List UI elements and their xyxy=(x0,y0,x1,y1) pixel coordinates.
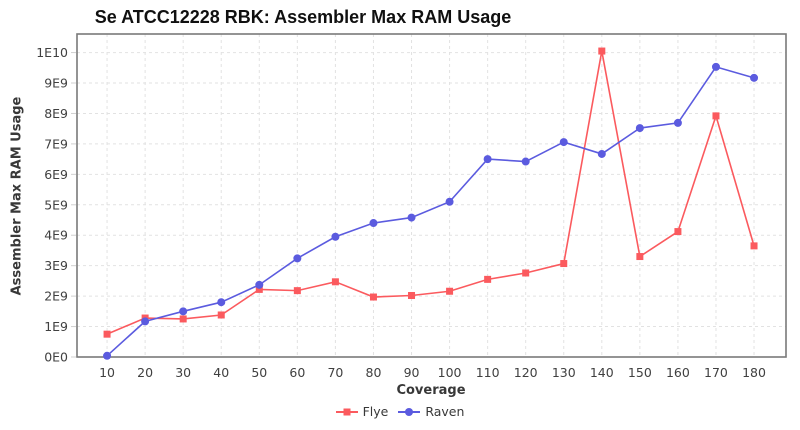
raven-marker xyxy=(711,62,720,71)
flye-marker xyxy=(293,287,301,295)
flye-line xyxy=(106,50,755,335)
x-tick-label: 140 xyxy=(590,365,614,380)
raven-marker xyxy=(179,307,188,316)
x-tick-label: 150 xyxy=(628,365,652,380)
x-tick-label: 130 xyxy=(552,365,576,380)
raven-marker xyxy=(673,118,682,127)
x-tick-label: 90 xyxy=(404,365,420,380)
legend-label-raven: Raven xyxy=(425,404,465,419)
raven-line xyxy=(106,65,755,357)
panel-border xyxy=(76,33,787,358)
flye-marker xyxy=(636,253,644,261)
flye-marker xyxy=(522,269,530,277)
x-tick-label: 180 xyxy=(742,365,766,380)
x-tick-label: 50 xyxy=(251,365,267,380)
x-tick-label: 10 xyxy=(99,365,115,380)
legend: Flye Raven xyxy=(0,404,800,419)
raven-marker xyxy=(369,219,378,228)
flye-marker xyxy=(560,260,568,268)
y-tick-label: 9E9 xyxy=(44,76,68,91)
raven-marker xyxy=(217,298,226,307)
x-tick-label: 80 xyxy=(366,365,382,380)
y-tick-label: 3E9 xyxy=(44,258,68,273)
flye-marker xyxy=(674,228,682,236)
flye-marker xyxy=(484,275,492,283)
flye-marker xyxy=(103,330,111,338)
flye-marker xyxy=(255,285,263,293)
flye-marker xyxy=(750,242,758,250)
flye-marker xyxy=(217,311,225,319)
y-tick-label: 8E9 xyxy=(44,106,68,121)
raven-marker xyxy=(331,232,340,241)
raven-marker xyxy=(483,155,492,164)
raven-marker xyxy=(407,213,416,222)
raven-marker xyxy=(750,73,759,82)
raven-marker xyxy=(103,351,112,360)
x-tick-label: 40 xyxy=(213,365,229,380)
flye-marker xyxy=(369,293,377,301)
raven-marker xyxy=(559,138,568,147)
flye-marker xyxy=(331,278,339,286)
raven-marker xyxy=(635,124,644,133)
legend-label-flye: Flye xyxy=(362,404,389,419)
chart-title: Se ATCC12228 RBK: Assembler Max RAM Usag… xyxy=(94,7,512,27)
legend-item-flye: Flye xyxy=(335,404,389,419)
x-tick-label: 160 xyxy=(666,365,690,380)
raven-marker xyxy=(597,149,606,158)
flye-marker xyxy=(446,287,454,295)
y-tick-label: 7E9 xyxy=(44,136,68,151)
y-tick-label: 0E0 xyxy=(44,350,68,365)
x-tick-label: 120 xyxy=(514,365,538,380)
x-tick-label: 30 xyxy=(175,365,191,380)
raven-marker xyxy=(445,197,454,206)
flye-square-marker-icon xyxy=(335,406,358,417)
x-tick-label: 110 xyxy=(476,365,500,380)
y-tick-label: 1E9 xyxy=(44,319,68,334)
x-tick-label: 170 xyxy=(704,365,728,380)
raven-marker xyxy=(521,157,530,166)
x-axis-title: Coverage xyxy=(396,383,466,398)
y-tick-label: 6E9 xyxy=(44,167,68,182)
legend-item-raven: Raven xyxy=(398,404,464,419)
flye-marker xyxy=(598,47,606,55)
flye-marker xyxy=(712,112,720,120)
y-tick-label: 4E9 xyxy=(44,228,68,243)
y-axis-title: Assembler Max RAM Usage xyxy=(9,96,25,296)
y-tick-label: 2E9 xyxy=(44,289,68,304)
x-tick-label: 20 xyxy=(137,365,153,380)
y-tick-label: 1E10 xyxy=(36,45,68,60)
y-tick-label: 5E9 xyxy=(44,197,68,212)
flye-marker xyxy=(408,292,416,300)
flye-marker xyxy=(179,315,187,323)
x-tick-label: 70 xyxy=(327,365,343,380)
x-tick-label: 60 xyxy=(289,365,305,380)
raven-marker xyxy=(293,254,302,263)
raven-marker xyxy=(255,280,264,289)
x-tick-label: 100 xyxy=(438,365,462,380)
raven-circle-marker-icon xyxy=(398,406,421,417)
raven-marker xyxy=(141,317,150,326)
